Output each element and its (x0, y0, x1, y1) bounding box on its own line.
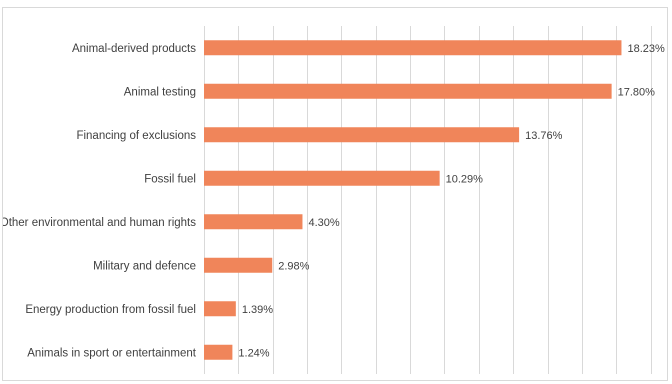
value-label: 4.30% (308, 217, 339, 229)
bar (204, 214, 302, 229)
bar-chart: Animal-derived products Animal testing Fin… (3, 8, 669, 382)
value-label: 17.80% (618, 86, 656, 98)
bar (204, 40, 621, 55)
category-label: Energy production from fossil fuel (25, 304, 196, 316)
value-label: 13.76% (525, 130, 563, 142)
gridlines (205, 26, 652, 374)
category-label: Other environmental and human rights (3, 217, 196, 229)
category-label: Animal testing (124, 86, 196, 98)
value-label: 10.29% (446, 173, 484, 185)
category-label: Military and defence (93, 260, 196, 272)
value-label: 1.24% (238, 347, 269, 359)
value-label: 18.23% (627, 43, 665, 55)
category-label: Animals in sport or entertainment (27, 347, 197, 359)
category-label: Fossil fuel (144, 173, 196, 185)
category-labels: Animal-derived products Animal testing Fin… (3, 43, 197, 360)
chart-frame: Animal-derived products Animal testing Fin… (2, 7, 668, 381)
category-label: Financing of exclusions (76, 130, 196, 142)
bar (204, 301, 236, 316)
bar (204, 345, 232, 360)
bar (204, 258, 272, 273)
bar (204, 171, 440, 186)
bar (204, 84, 612, 99)
value-label: 1.39% (242, 304, 273, 316)
value-label: 2.98% (278, 260, 309, 272)
bar (204, 127, 519, 142)
category-label: Animal-derived products (72, 43, 196, 55)
